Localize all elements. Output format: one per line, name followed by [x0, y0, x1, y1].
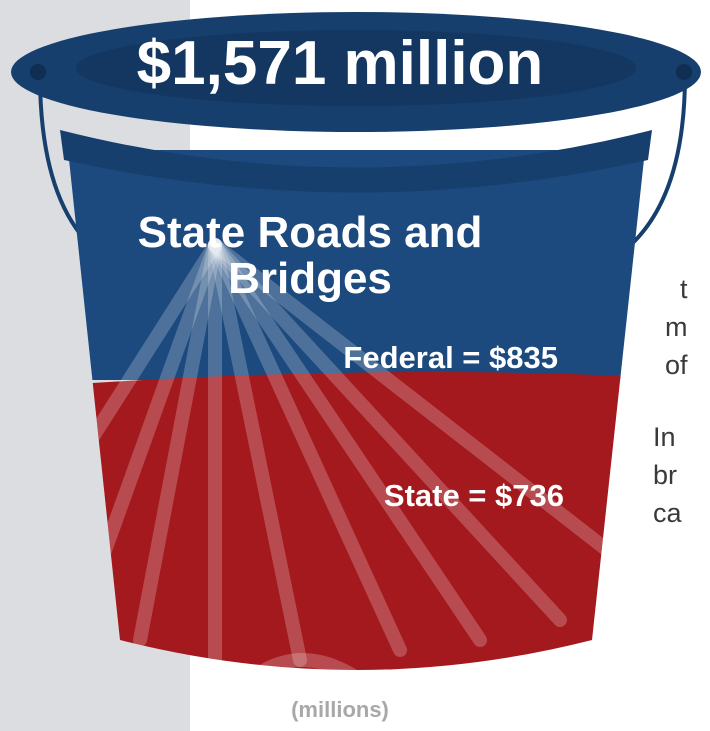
total-amount: $1,571 million	[136, 29, 544, 98]
rim-lower-band	[60, 130, 652, 193]
side-text-fragment: of	[665, 350, 688, 380]
road-lines	[68, 238, 627, 670]
federal-amount-label: Federal = $835	[343, 340, 558, 375]
bucket-title: State Roads and Bridges	[137, 208, 483, 303]
units-label: (millions)	[291, 697, 389, 722]
side-text-fragment: m	[665, 312, 688, 342]
side-text-fragment: ca	[653, 498, 682, 528]
side-text-fragment: In	[653, 422, 676, 452]
bucket-handle-right	[623, 74, 687, 252]
side-text-fragment: t	[680, 274, 688, 304]
state-amount-label: State = $736	[383, 478, 564, 513]
side-text-fragment: br	[653, 460, 678, 490]
rim-rivet-right	[676, 64, 692, 80]
bucket-rim-inner	[76, 30, 636, 106]
state-band	[68, 372, 645, 670]
rim-rivet-left	[30, 64, 46, 80]
